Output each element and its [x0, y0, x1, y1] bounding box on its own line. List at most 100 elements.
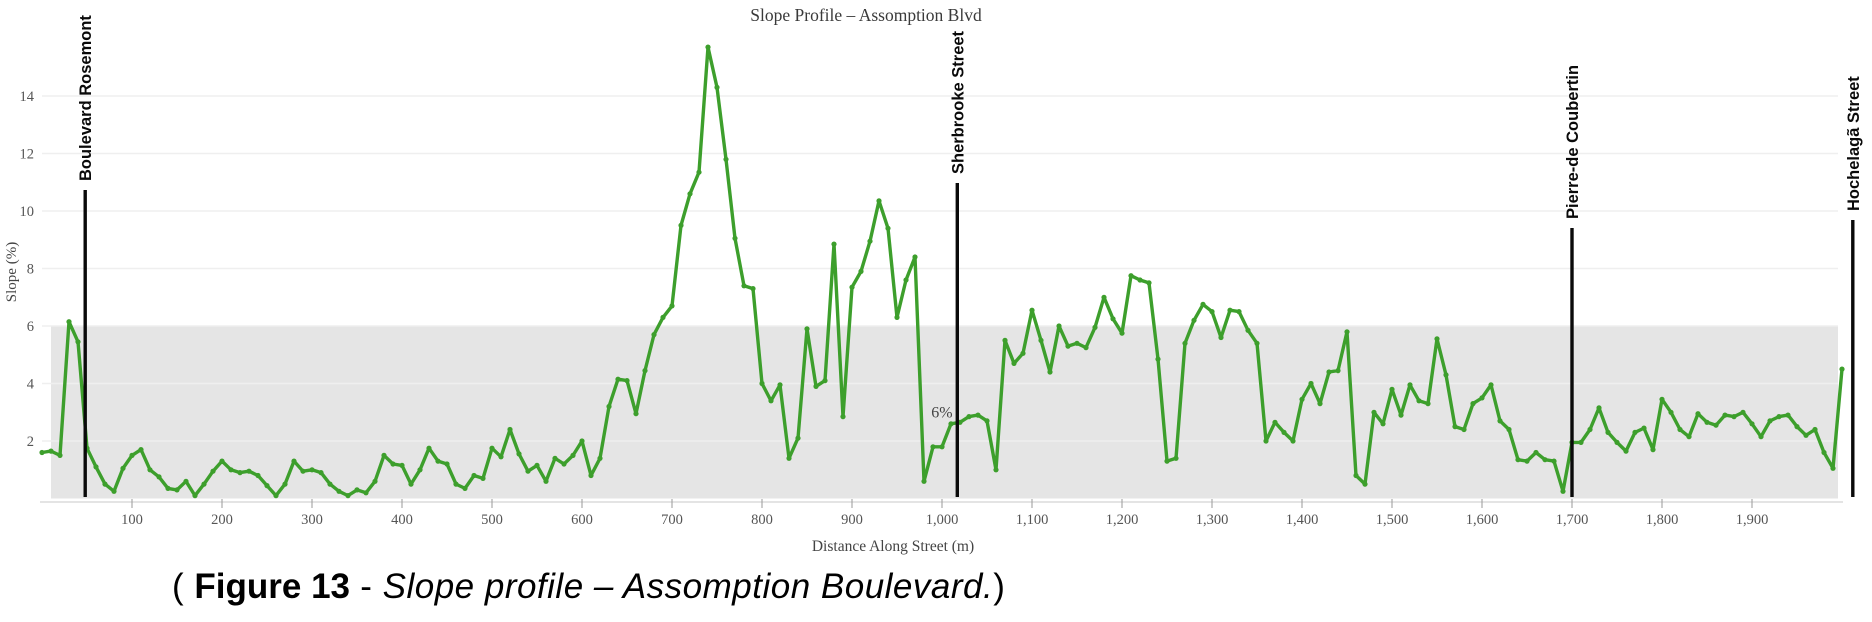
data-point — [1407, 382, 1413, 388]
data-point — [147, 467, 153, 473]
data-point — [1515, 457, 1521, 463]
data-point — [1128, 273, 1134, 279]
data-point — [1209, 309, 1215, 315]
data-point — [1668, 409, 1674, 415]
caption-figure-label: Figure 13 — [194, 567, 350, 606]
data-point — [1092, 324, 1098, 330]
data-point — [678, 222, 684, 228]
data-point — [1614, 439, 1620, 445]
y-tick-label: 4 — [27, 377, 35, 393]
data-point — [489, 445, 495, 451]
data-point — [1056, 323, 1062, 329]
data-point — [1002, 337, 1008, 343]
data-point — [993, 467, 999, 473]
six-percent-band — [51, 326, 1838, 499]
data-point — [1560, 488, 1566, 494]
x-axis-ticks: 100 200 300 400 500 600 700 800 900 1,000 1,100 1,2… — [121, 499, 1768, 528]
data-point — [939, 444, 945, 450]
data-point — [588, 472, 594, 479]
data-point — [1722, 412, 1728, 418]
data-point — [1245, 327, 1251, 333]
data-point — [318, 470, 324, 476]
data-point — [1299, 396, 1305, 402]
data-point — [534, 462, 540, 468]
data-point — [1749, 421, 1755, 427]
data-point — [723, 156, 729, 162]
data-point — [1020, 350, 1026, 356]
data-point — [381, 452, 387, 458]
data-point — [1776, 414, 1782, 420]
data-point — [408, 481, 414, 487]
data-point — [1335, 368, 1341, 374]
data-point — [39, 449, 45, 456]
data-point — [642, 368, 648, 374]
data-point — [651, 332, 657, 338]
y-axis-title: Slope (%) — [4, 242, 20, 302]
data-point — [1425, 401, 1431, 407]
data-point — [1011, 360, 1017, 366]
data-point — [120, 465, 126, 471]
data-point — [1479, 395, 1485, 401]
data-point — [1236, 309, 1242, 315]
data-point — [327, 481, 333, 487]
data-point — [1065, 343, 1071, 349]
data-point — [1272, 419, 1278, 425]
data-point — [849, 284, 855, 290]
data-point — [975, 412, 981, 418]
data-point — [1830, 465, 1836, 471]
data-point — [822, 378, 828, 384]
data-point — [273, 493, 279, 499]
x-axis-title: Distance Along Street (m) — [812, 538, 974, 555]
data-point — [66, 319, 72, 325]
data-point — [1740, 409, 1746, 415]
x-tick-label: 1,100 — [1016, 512, 1049, 528]
data-point — [1173, 455, 1179, 461]
data-point — [579, 438, 585, 444]
data-point — [1506, 426, 1512, 433]
data-point — [615, 376, 621, 382]
data-point — [543, 478, 549, 484]
data-point — [876, 198, 882, 204]
data-point — [93, 464, 99, 470]
data-point — [948, 421, 954, 427]
data-point — [777, 382, 783, 388]
data-point — [1677, 426, 1683, 433]
data-point — [1758, 434, 1764, 440]
data-point — [1488, 382, 1494, 388]
data-point — [831, 241, 837, 247]
x-tick-label: 1,000 — [926, 512, 959, 528]
data-point — [660, 314, 666, 320]
data-point — [1794, 424, 1800, 430]
data-point — [921, 478, 927, 484]
data-point — [1767, 418, 1773, 424]
slope-line-markers — [39, 44, 1845, 499]
data-point — [984, 418, 990, 424]
data-point — [1047, 369, 1053, 375]
data-point — [282, 481, 288, 487]
data-point — [201, 481, 207, 487]
data-point — [417, 467, 423, 473]
data-point — [759, 380, 765, 387]
data-point — [1695, 411, 1701, 417]
data-point — [174, 487, 180, 493]
y-axis-labels: 2 4 6 8 10 12 14 — [20, 89, 35, 450]
data-point — [1101, 294, 1107, 300]
data-point — [1704, 419, 1710, 425]
data-point — [1137, 277, 1143, 283]
x-tick-label: 300 — [301, 512, 323, 528]
data-point — [1200, 301, 1206, 307]
data-point — [606, 403, 612, 410]
data-point — [1578, 439, 1584, 445]
caption-close-paren: ) — [993, 567, 1006, 606]
data-point — [1443, 372, 1449, 378]
data-point — [1803, 432, 1809, 438]
data-point — [111, 488, 117, 494]
data-point — [471, 472, 477, 479]
street-marker-label: Sherbrooke Street — [949, 30, 967, 174]
data-point — [1713, 422, 1719, 428]
data-point — [1164, 458, 1170, 464]
x-tick-label: 900 — [841, 512, 863, 528]
x-tick-label: 1,600 — [1466, 512, 1499, 528]
data-point — [903, 277, 909, 283]
data-point — [1605, 429, 1611, 435]
